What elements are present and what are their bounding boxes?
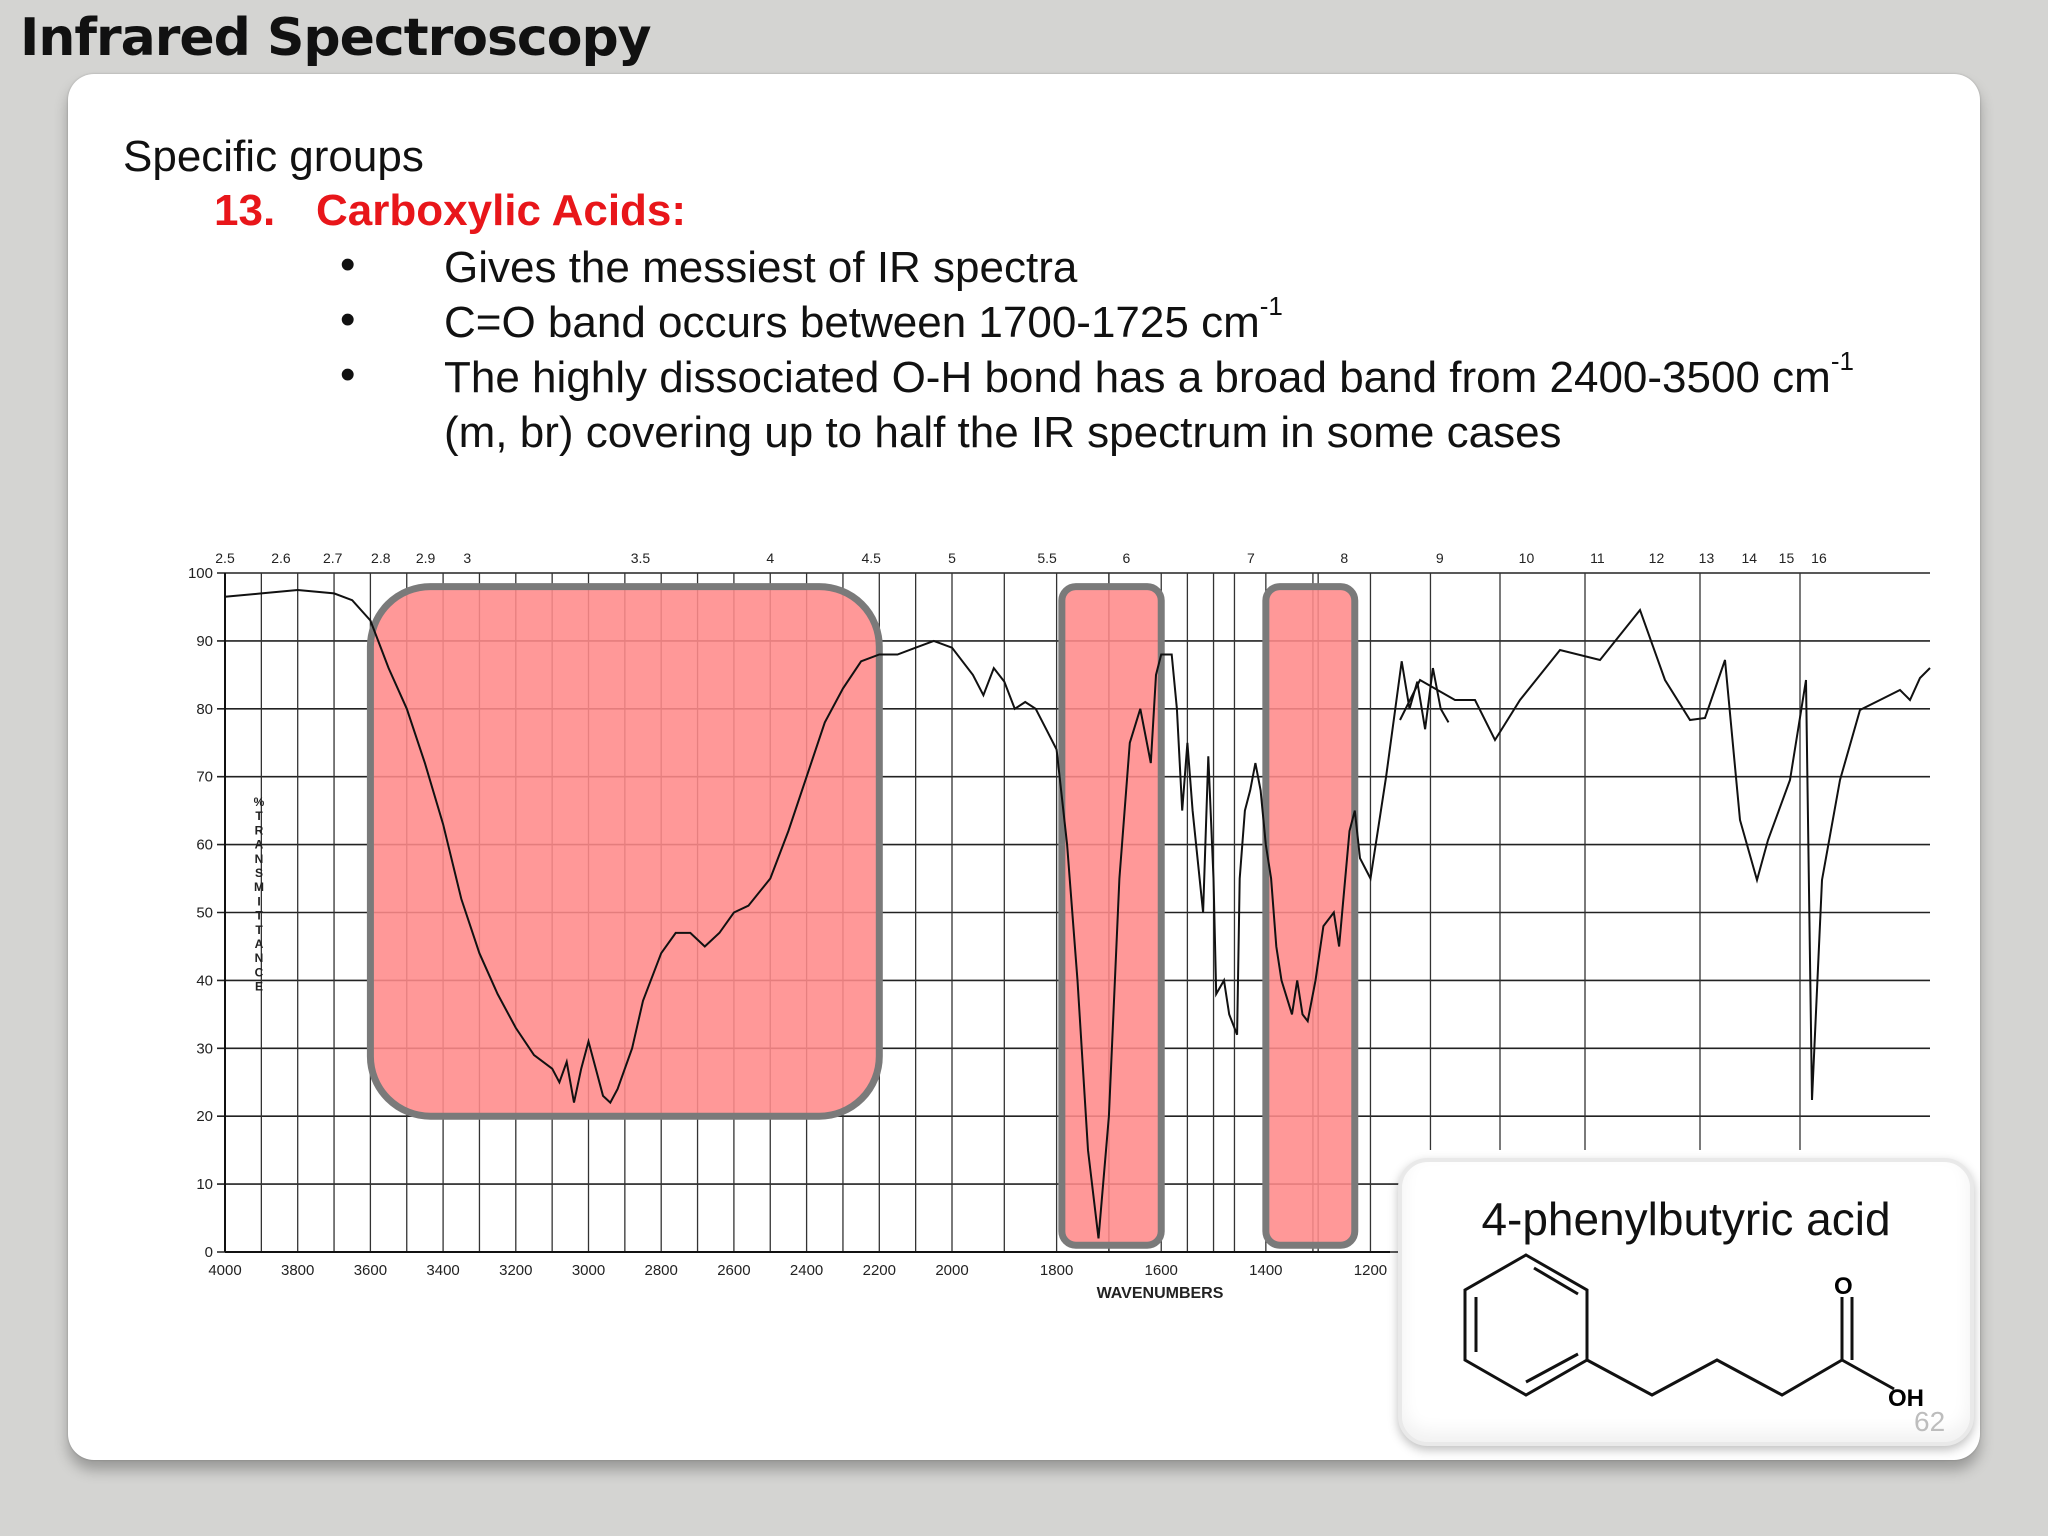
- x-tick-label: 3600: [354, 1262, 387, 1279]
- x-tick-label: 3400: [426, 1262, 459, 1279]
- bullet-superscript: -1: [1259, 291, 1283, 321]
- x-tick-label-micron: 2.9: [416, 550, 436, 566]
- x-tick-label-micron: 2.7: [323, 550, 343, 566]
- highlight-region: [1058, 583, 1165, 1249]
- x-tick-label-micron: 3: [463, 550, 471, 566]
- x-tick-label-micron: 2.6: [271, 550, 291, 566]
- bullet-text-main: The highly dissociated O-H bond has a br…: [444, 353, 1831, 402]
- x-tick-label: 3200: [499, 1262, 532, 1279]
- y-axis-label-letter: I: [257, 894, 260, 908]
- x-tick-label-micron: 12: [1649, 550, 1665, 566]
- y-axis-label-letter: S: [255, 866, 263, 880]
- x-tick-label: 1400: [1249, 1262, 1282, 1279]
- x-tick-label-micron: 8: [1340, 550, 1348, 566]
- y-axis-label-letter: A: [255, 838, 264, 852]
- x-axis-label: WAVENUMBERS: [1097, 1285, 1224, 1302]
- highlight-region: [1262, 583, 1359, 1249]
- x-tick-label-micron: 5: [948, 550, 956, 566]
- x-tick-label-micron: 16: [1811, 550, 1827, 566]
- x-tick-label: 1200: [1354, 1262, 1387, 1279]
- benzene-ring: [1463, 1253, 1589, 1397]
- x-tick-label: 3800: [281, 1262, 314, 1279]
- y-tick-label: 50: [196, 905, 213, 922]
- bullet-mark: •: [340, 350, 356, 399]
- x-tick-label-micron: 7: [1247, 550, 1255, 566]
- molecule-structure: O OH: [1463, 1253, 1924, 1412]
- y-tick-label: 100: [188, 565, 213, 582]
- spectrum-line: [1399, 607, 1931, 1101]
- bullet-mark: •: [340, 295, 356, 344]
- y-tick-label: 0: [205, 1244, 213, 1261]
- section-title: Carboxylic Acids:: [316, 186, 687, 235]
- x-tick-label: 3000: [572, 1262, 605, 1279]
- x-tick-label: 2200: [863, 1262, 896, 1279]
- x-tick-label-micron: 4: [766, 550, 774, 566]
- x-tick-label: 2600: [717, 1262, 750, 1279]
- hydroxyl-bond: [1841, 1358, 1895, 1391]
- y-axis-label-letter: N: [255, 852, 264, 866]
- x-tick-label-micron: 13: [1699, 550, 1715, 566]
- y-tick-label: 90: [196, 633, 213, 650]
- section-number: 13.: [214, 186, 276, 235]
- spectrum-line: [224, 588, 1450, 1239]
- molecule-card: 4-phenylbutyric acid O OH: [1398, 1158, 1974, 1446]
- bullet-text: Gives the messiest of IR spectra: [444, 240, 1077, 295]
- y-axis-label-letter: E: [255, 980, 263, 994]
- carbon-chain: [1586, 1358, 1843, 1397]
- x-tick-label-micron: 5.5: [1037, 550, 1057, 566]
- ring-double-bond: [1533, 1266, 1579, 1296]
- y-tick-label: 70: [196, 769, 213, 786]
- bullet-text: The highly dissociated O-H bond has a br…: [444, 348, 1854, 460]
- y-axis-label-letter: T: [255, 809, 263, 823]
- bullet-text-main: C=O band occurs between 1700-1725 cm: [444, 298, 1260, 347]
- molecule-name: 4-phenylbutyric acid: [1481, 1193, 1891, 1245]
- y-axis-label-letter: A: [255, 937, 264, 951]
- x-tick-label-micron: 2.5: [215, 550, 235, 566]
- y-tick-label: 60: [196, 837, 213, 854]
- carbonyl-oxygen-label: O: [1834, 1273, 1853, 1300]
- y-tick-label: 40: [196, 972, 213, 989]
- y-axis-label-letter: R: [255, 823, 264, 837]
- bullet-superscript: -1: [1830, 346, 1854, 376]
- y-tick-label: 10: [196, 1176, 213, 1193]
- subtitle: Specific groups: [123, 132, 424, 181]
- bullet-continuation: (m, br) covering up to half the IR spect…: [444, 408, 1562, 457]
- bullet-text: C=O band occurs between 1700-1725 cm-1: [444, 293, 1283, 350]
- bullet-text-main: Gives the messiest of IR spectra: [444, 243, 1078, 292]
- x-tick-label-micron: 3.5: [631, 550, 651, 566]
- x-tick-label-micron: 14: [1742, 550, 1758, 566]
- y-tick-label: 30: [196, 1040, 213, 1057]
- ring-double-bond: [1525, 1352, 1579, 1384]
- y-axis-label-letter: M: [254, 880, 264, 894]
- bullet-mark: •: [340, 240, 356, 289]
- slide-title: Infrared Spectroscopy: [20, 8, 652, 68]
- x-tick-label-micron: 15: [1779, 550, 1795, 566]
- page-number: 62: [1914, 1406, 1946, 1437]
- y-axis-label-letter: T: [255, 923, 263, 937]
- y-axis-label-letter: %: [254, 795, 265, 809]
- x-tick-label: 1600: [1145, 1262, 1178, 1279]
- x-tick-label: 2400: [790, 1262, 823, 1279]
- section-heading: 13. Carboxylic Acids:: [214, 186, 686, 236]
- x-tick-label-micron: 4.5: [861, 550, 881, 566]
- y-axis-label-letter: T: [255, 909, 263, 923]
- x-tick-label-micron: 6: [1122, 550, 1130, 566]
- highlight-region: [366, 583, 883, 1120]
- y-axis-label-letter: N: [255, 951, 264, 965]
- x-tick-label-micron: 10: [1519, 550, 1535, 566]
- y-axis-label-letter: C: [255, 965, 264, 979]
- x-tick-label: 4000: [208, 1262, 241, 1279]
- x-tick-label-micron: 2.8: [371, 550, 391, 566]
- x-tick-label: 2800: [645, 1262, 678, 1279]
- x-tick-label: 2000: [935, 1262, 968, 1279]
- x-tick-label: 1800: [1040, 1262, 1073, 1279]
- hydroxyl-label: OH: [1888, 1385, 1924, 1412]
- y-tick-label: 80: [196, 701, 213, 718]
- x-tick-label-micron: 11: [1590, 550, 1605, 566]
- y-tick-label: 20: [196, 1108, 213, 1125]
- x-tick-label-micron: 9: [1436, 550, 1444, 566]
